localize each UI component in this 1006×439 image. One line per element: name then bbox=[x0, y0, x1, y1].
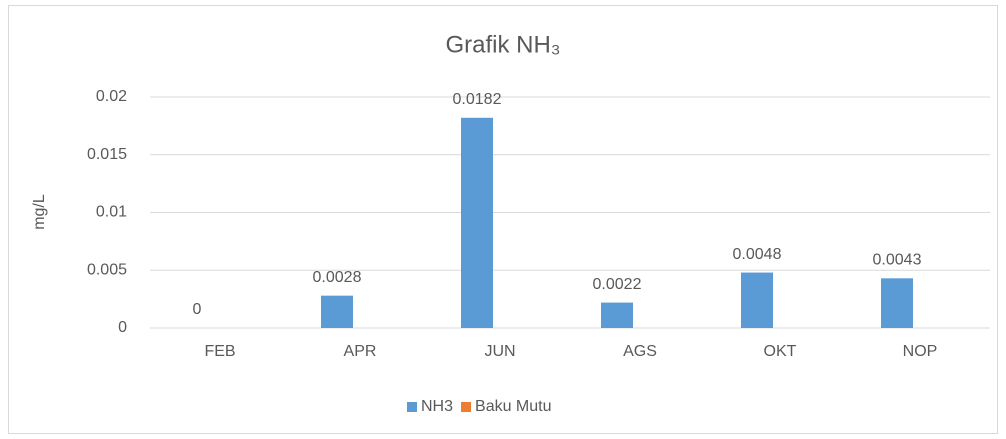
x-tick-label: OKT bbox=[764, 343, 797, 360]
legend-swatch bbox=[461, 402, 472, 412]
data-label: 0.0182 bbox=[453, 91, 502, 108]
x-tick-label: AGS bbox=[623, 343, 657, 360]
y-tick-label: 0.015 bbox=[87, 146, 127, 163]
data-label: 0.0043 bbox=[873, 252, 922, 269]
y-tick-label: 0.02 bbox=[96, 88, 127, 105]
data-label: 0.0022 bbox=[593, 276, 642, 293]
legend-label: NH3 bbox=[421, 398, 453, 415]
bar bbox=[461, 117, 493, 328]
x-tick-label: APR bbox=[344, 343, 377, 360]
y-tick-label: 0 bbox=[118, 319, 127, 336]
bar bbox=[881, 278, 913, 328]
x-tick-label: JUN bbox=[484, 343, 515, 360]
bar bbox=[321, 295, 353, 328]
legend-label: Baku Mutu bbox=[475, 398, 551, 415]
x-tick-label: NOP bbox=[903, 343, 938, 360]
data-label: 0.0028 bbox=[313, 269, 362, 286]
y-tick-label: 0.01 bbox=[96, 204, 127, 221]
x-tick-label: FEB bbox=[204, 343, 235, 360]
y-tick-label: 0.005 bbox=[87, 261, 127, 278]
legend-swatch bbox=[407, 402, 417, 412]
data-label: 0 bbox=[193, 301, 202, 318]
data-label: 0.0048 bbox=[733, 246, 782, 263]
chart-border bbox=[8, 5, 998, 434]
chart-title: Grafik NH₃ bbox=[445, 31, 560, 58]
bar bbox=[601, 302, 633, 328]
bar bbox=[741, 272, 773, 328]
y-axis-title: mg/L bbox=[31, 194, 48, 230]
